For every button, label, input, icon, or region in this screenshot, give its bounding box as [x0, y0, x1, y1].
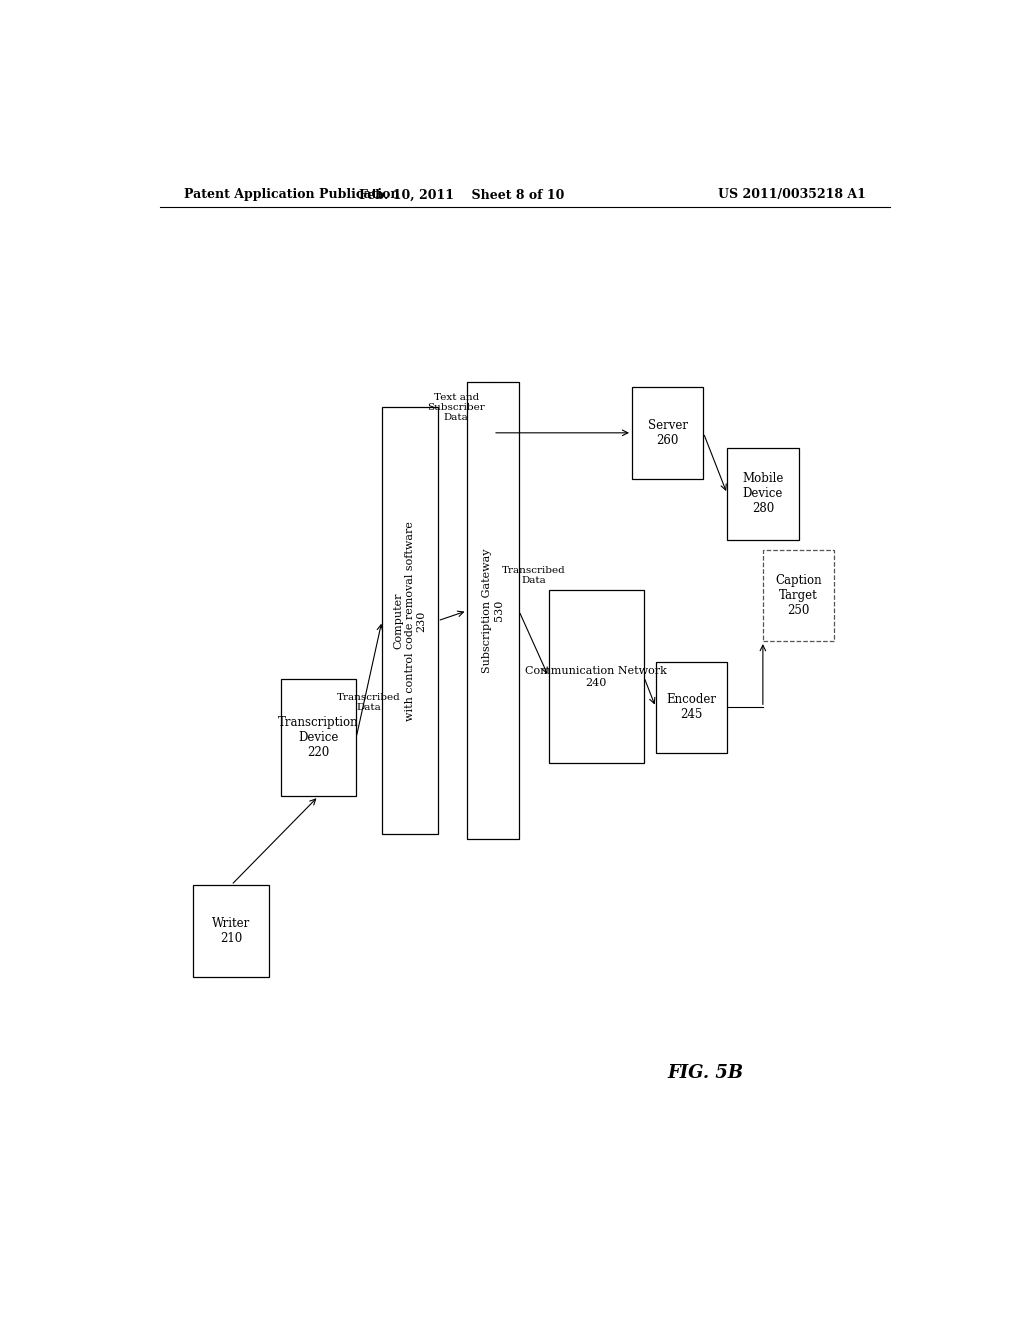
Text: Transcribed
Data: Transcribed Data	[502, 566, 565, 585]
Bar	[382, 408, 437, 834]
Text: Caption
Target
250: Caption Target 250	[775, 574, 822, 616]
Text: Communication Network
240: Communication Network 240	[525, 667, 668, 688]
Text: FIG. 5B: FIG. 5B	[668, 1064, 743, 1082]
Bar	[549, 590, 644, 763]
Text: Server
260: Server 260	[647, 418, 688, 447]
Text: Computer
with control code removal software
230: Computer with control code removal softw…	[393, 521, 426, 721]
Bar	[632, 387, 703, 479]
Bar	[727, 447, 799, 540]
Text: Patent Application Publication: Patent Application Publication	[183, 189, 399, 202]
Bar	[194, 886, 269, 977]
Text: Writer
210: Writer 210	[212, 917, 250, 945]
Text: Text and
Subscriber
Data: Text and Subscriber Data	[427, 392, 485, 422]
Bar	[763, 549, 835, 642]
Text: US 2011/0035218 A1: US 2011/0035218 A1	[718, 189, 866, 202]
Text: Transcription
Device
220: Transcription Device 220	[279, 717, 358, 759]
Bar	[467, 381, 519, 840]
Text: Transcribed
Data: Transcribed Data	[337, 693, 401, 713]
Text: Encoder
245: Encoder 245	[667, 693, 717, 721]
Bar	[281, 680, 356, 796]
Bar	[655, 661, 727, 752]
Text: Subscription Gateway
530: Subscription Gateway 530	[482, 548, 504, 673]
Text: Mobile
Device
280: Mobile Device 280	[742, 473, 783, 515]
Text: Feb. 10, 2011    Sheet 8 of 10: Feb. 10, 2011 Sheet 8 of 10	[358, 189, 564, 202]
